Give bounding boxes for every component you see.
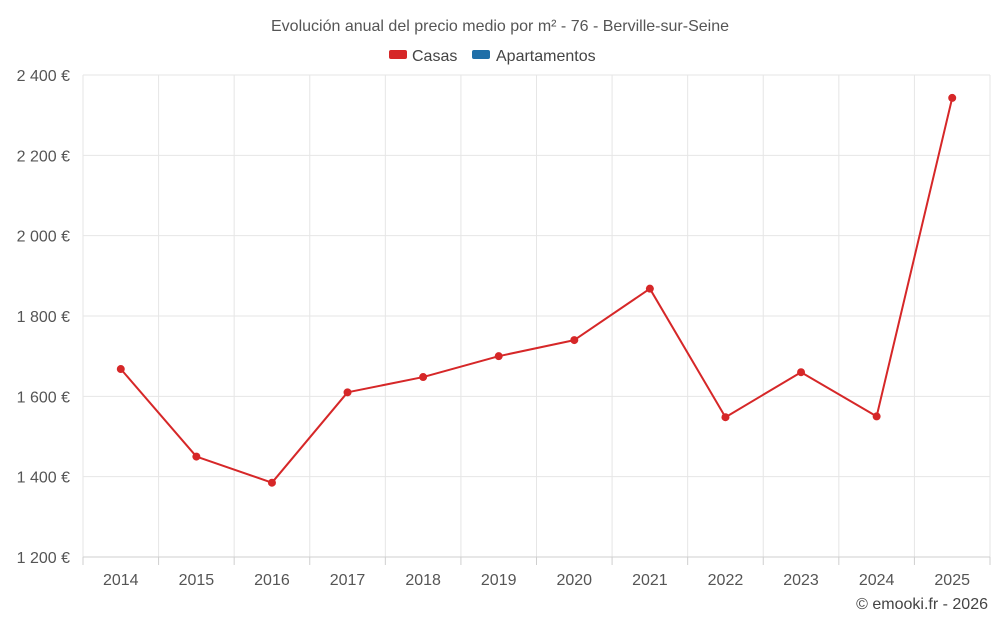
x-tick-label: 2024 (859, 572, 895, 589)
x-tick-label: 2014 (103, 572, 139, 589)
x-tick-label: 2015 (179, 572, 215, 589)
x-tick-label: 2016 (254, 572, 290, 589)
chart-title: Evolución anual del precio medio por m² … (271, 18, 729, 35)
legend-swatch-apartamentos (472, 50, 490, 59)
legend-label-casas: Casas (412, 48, 457, 65)
x-tick-label: 2018 (405, 572, 441, 589)
x-tick-label: 2021 (632, 572, 668, 589)
credit-text: © emooki.fr - 2026 (856, 596, 988, 613)
legend-swatch-casas (389, 50, 407, 59)
y-tick-label: 1 400 € (17, 470, 70, 487)
data-point-casas[interactable] (721, 413, 730, 422)
series-line-casas (120, 97, 954, 484)
x-tick-label: 2023 (783, 572, 819, 589)
y-axis: 1 200 € 1 400 € 1 600 € 1 800 € 2 000 € 2 200… (17, 68, 70, 567)
x-tick-label: 2020 (556, 572, 592, 589)
data-point-casas[interactable] (797, 368, 806, 377)
data-point-casas[interactable] (116, 365, 125, 374)
x-tick-label: 2017 (330, 572, 366, 589)
x-tick-label: 2022 (708, 572, 744, 589)
data-point-casas[interactable] (948, 93, 957, 102)
data-point-casas[interactable] (419, 373, 428, 382)
y-tick-label: 2 200 € (17, 148, 70, 165)
legend-item-apartamentos[interactable]: Apartamentos (472, 48, 596, 65)
legend-label-apartamentos: Apartamentos (496, 48, 596, 65)
y-tick-label: 1 800 € (17, 309, 70, 326)
data-point-casas[interactable] (267, 478, 276, 487)
x-tick-label: 2019 (481, 572, 517, 589)
y-tick-label: 1 600 € (17, 389, 70, 406)
x-axis: 2014 2015 2016 2017 2018 2019 2020 2021 2022 2023… (82, 556, 991, 589)
series-casas (116, 93, 957, 487)
data-point-casas[interactable] (343, 388, 352, 397)
data-point-casas[interactable] (192, 452, 201, 461)
x-tick-label: 2025 (934, 572, 970, 589)
legend: Casas Apartamentos (389, 48, 596, 65)
y-tick-label: 1 200 € (17, 550, 70, 567)
data-point-casas[interactable] (494, 352, 503, 361)
legend-item-casas[interactable]: Casas (389, 48, 457, 65)
data-point-casas[interactable] (645, 284, 654, 293)
y-tick-label: 2 000 € (17, 229, 70, 246)
y-tick-label: 2 400 € (17, 68, 70, 85)
data-point-casas[interactable] (872, 412, 881, 421)
data-point-casas[interactable] (570, 336, 579, 345)
grid (82, 74, 991, 558)
